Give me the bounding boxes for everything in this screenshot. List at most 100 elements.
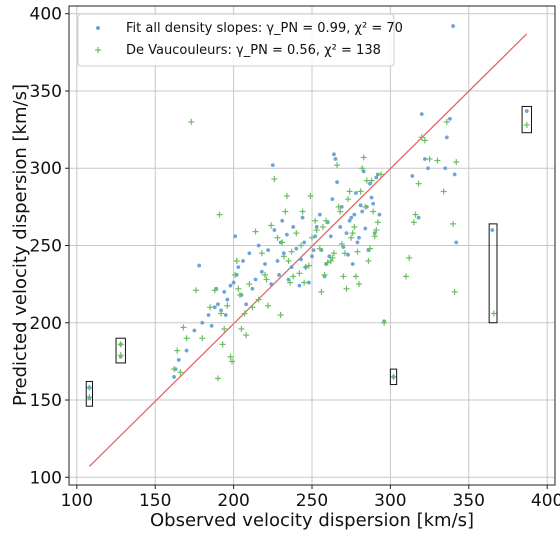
plus-point-series-2 bbox=[349, 230, 356, 237]
dot-point-series-1 bbox=[490, 228, 495, 232]
plus-point-series-2 bbox=[362, 203, 369, 210]
legend-label-series-1: Fit all density slopes: γ_PN = 0.99, χ² … bbox=[126, 21, 403, 36]
plus-point-series-2 bbox=[255, 296, 262, 303]
dot-point-series-1 bbox=[454, 240, 459, 245]
plus-point-series-2 bbox=[319, 223, 326, 230]
dot-point-series-1 bbox=[275, 259, 280, 263]
plus-point-series-2 bbox=[227, 353, 234, 360]
dot-point-series-1 bbox=[176, 357, 181, 362]
dot-point-series-1 bbox=[422, 157, 427, 161]
outlier-box bbox=[85, 380, 94, 407]
plus-point-series-2 bbox=[324, 259, 331, 266]
plus-point-series-2 bbox=[211, 287, 218, 294]
outlier-box bbox=[521, 105, 532, 134]
plus-point-series-2 bbox=[290, 273, 297, 280]
plus-point-series-2 bbox=[229, 358, 236, 365]
plus-point-series-2 bbox=[348, 234, 355, 241]
dot-point-series-1 bbox=[266, 248, 271, 253]
plus-point-series-2 bbox=[282, 208, 289, 215]
dot-point-series-1 bbox=[289, 265, 294, 270]
x-tick-label: 400 bbox=[531, 491, 560, 511]
plus-point-series-2 bbox=[443, 118, 450, 125]
plus-point-series-2 bbox=[271, 176, 278, 183]
plus-point-series-2 bbox=[219, 341, 226, 348]
x-tick-label: 150 bbox=[139, 491, 171, 511]
dot-point-series-1 bbox=[369, 195, 374, 200]
dot-point-series-1 bbox=[443, 166, 448, 171]
plus-point-series-2 bbox=[318, 288, 325, 295]
dot-point-series-1 bbox=[347, 218, 352, 223]
plus-point-series-2 bbox=[296, 270, 303, 277]
plus-point-series-2 bbox=[381, 319, 388, 326]
plus-point-series-2 bbox=[235, 285, 242, 292]
plus-point-series-2 bbox=[406, 254, 413, 261]
dot-point-series-1 bbox=[219, 308, 223, 313]
plus-point-series-2 bbox=[280, 253, 287, 260]
dot-point-series-1 bbox=[375, 172, 380, 177]
plus-point-series-2 bbox=[351, 223, 358, 230]
plus-point-series-2 bbox=[287, 279, 294, 286]
y-axis-label: Predicted velocity dispersion [km/s] bbox=[10, 84, 31, 406]
plus-point-series-2 bbox=[434, 157, 441, 164]
plus-point-series-2 bbox=[218, 310, 225, 317]
dot-point-series-1 bbox=[291, 225, 296, 229]
plus-point-series-2 bbox=[341, 250, 348, 257]
plus-point-series-2 bbox=[453, 159, 460, 166]
dot-point-series-1 bbox=[361, 169, 366, 174]
plus-point-series-2 bbox=[263, 276, 270, 283]
legend-box bbox=[77, 13, 395, 67]
dot-point-series-1 bbox=[452, 172, 457, 177]
legend-dot bbox=[96, 26, 100, 30]
dot-point-series-1 bbox=[216, 302, 220, 307]
plus-point-series-2 bbox=[357, 188, 364, 195]
plus-point-series-2 bbox=[335, 203, 342, 210]
plus-point-series-2 bbox=[329, 254, 336, 261]
plus-point-series-2 bbox=[451, 288, 458, 295]
dot-point-series-1 bbox=[328, 234, 333, 239]
plus-point-series-2 bbox=[359, 165, 366, 172]
plus-point-series-2 bbox=[410, 219, 417, 226]
dot-point-series-1 bbox=[341, 245, 346, 249]
dot-point-series-1 bbox=[259, 269, 264, 274]
plus-point-series-2 bbox=[354, 248, 361, 255]
dot-point-series-1 bbox=[410, 174, 415, 178]
dot-point-series-1 bbox=[344, 231, 349, 236]
plus-point-series-2 bbox=[258, 250, 265, 257]
dot-point-series-1 bbox=[277, 272, 281, 277]
plus-point-series-2 bbox=[265, 302, 272, 309]
plus-point-series-2 bbox=[370, 208, 377, 215]
dot-point-series-1 bbox=[451, 24, 455, 28]
plus-point-series-2 bbox=[338, 240, 345, 247]
one-to-one-line bbox=[88, 33, 528, 467]
plus-point-series-2 bbox=[309, 234, 315, 241]
plus-point-series-2 bbox=[236, 291, 243, 298]
plus-point-series-2 bbox=[371, 233, 378, 240]
plus-point-series-2 bbox=[233, 257, 240, 264]
plus-point-series-2 bbox=[343, 285, 350, 292]
x-tick-label: 100 bbox=[61, 491, 93, 511]
plus-point-series-2 bbox=[285, 257, 292, 264]
dot-point-series-1 bbox=[270, 163, 275, 168]
plus-point-series-2 bbox=[243, 332, 250, 339]
dot-point-series-1 bbox=[280, 218, 285, 223]
dot-point-series-1 bbox=[297, 283, 302, 288]
reference-line-group bbox=[88, 33, 528, 467]
dot-point-series-1 bbox=[349, 215, 354, 220]
dot-point-series-1 bbox=[253, 277, 258, 282]
plus-point-series-2 bbox=[274, 234, 281, 241]
plus-point-series-2 bbox=[207, 304, 214, 311]
plus-point-series-2 bbox=[249, 304, 256, 311]
plus-point-series-2 bbox=[418, 134, 425, 141]
plus-point-series-2 bbox=[323, 217, 330, 224]
dot-point-series-1 bbox=[310, 254, 314, 259]
dot-point-series-1 bbox=[269, 282, 274, 287]
dot-point-series-1 bbox=[352, 212, 357, 217]
plus-point-series-2 bbox=[174, 347, 181, 354]
plus-point-series-2 bbox=[312, 217, 319, 224]
plus-point-series-2 bbox=[86, 393, 93, 400]
dot-point-series-1 bbox=[231, 280, 236, 285]
plus-point-series-2 bbox=[188, 118, 195, 125]
dot-point-series-1 bbox=[355, 240, 360, 245]
dot-point-series-1 bbox=[332, 152, 336, 157]
dot-point-series-1 bbox=[206, 313, 211, 317]
